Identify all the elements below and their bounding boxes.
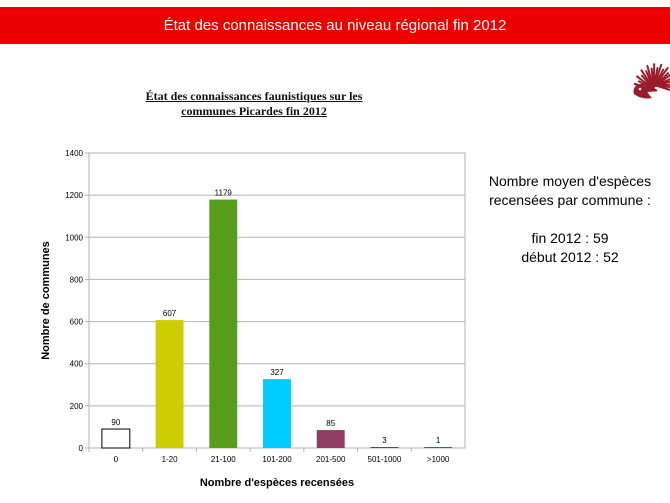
bar-201-500 [316, 430, 345, 448]
data-label: 607 [163, 309, 177, 318]
note-line-3: fin 2012 : 59 [531, 230, 609, 246]
hedgehog-icon [633, 63, 670, 99]
y-tick-label: 600 [70, 318, 84, 327]
chart-title: État des connaissances faunistiques sur … [96, 89, 412, 119]
y-tick-label: 0 [79, 444, 84, 453]
y-tick-label: 1000 [65, 233, 83, 242]
x-axis-title: Nombre d'espèces recensées [200, 477, 354, 489]
data-label: 1 [436, 436, 441, 445]
y-tick-label: 400 [70, 360, 84, 369]
data-label: 3 [382, 436, 387, 445]
y-tick-label: 1400 [65, 149, 83, 158]
bar-101-200 [263, 379, 291, 448]
chart-title-line-1: État des connaissances faunistiques sur … [145, 89, 363, 103]
note-line-2: recensées par commune : [489, 192, 651, 208]
bar-21-100 [209, 199, 238, 448]
bar-1-20 [155, 320, 184, 448]
x-tick-label: 501-1000 [368, 455, 402, 464]
chart-title-line-2: communes Picardes fin 2012 [181, 104, 327, 118]
y-tick-label: 800 [70, 275, 84, 284]
header-title: État des connaissances au niveau régiona… [163, 17, 507, 34]
note-line-4: début 2012 : 52 [521, 249, 619, 265]
bar-501-1000 [370, 447, 399, 448]
x-tick-label: 201-500 [316, 455, 346, 464]
x-tick-label: >1000 [427, 455, 450, 464]
average-species-note: Nombre moyen d'espèces recensées par com… [472, 172, 668, 267]
data-label: 1179 [215, 189, 233, 198]
x-tick-label: 1-20 [162, 455, 179, 464]
bar->1000 [424, 447, 453, 448]
y-axis-title: Nombre de communes [40, 241, 52, 360]
x-tick-label: 101-200 [262, 455, 292, 464]
bar-0 [101, 428, 131, 449]
header-banner: État des connaissances au niveau régiona… [0, 7, 670, 44]
x-tick-label: 0 [114, 455, 119, 464]
x-tick-label: 21-100 [211, 455, 236, 464]
note-line-1: Nombre moyen d'espèces [488, 173, 652, 189]
data-label: 85 [326, 419, 335, 428]
data-label: 327 [270, 368, 284, 377]
y-tick-label: 1200 [65, 191, 83, 200]
data-label: 90 [111, 418, 120, 427]
y-tick-label: 200 [70, 402, 84, 411]
